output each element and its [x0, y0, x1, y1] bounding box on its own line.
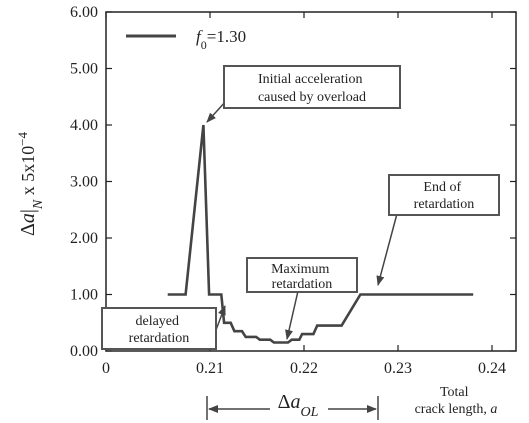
dimension-label: ΔaOL: [278, 391, 319, 420]
annotation-box: [388, 174, 500, 216]
annotation-arrow: [376, 209, 399, 286]
annotation-box: [223, 65, 401, 109]
annotation-arrow: [206, 100, 227, 123]
y-tick-label: 1.00: [70, 287, 98, 304]
y-tick-label: 0.00: [70, 343, 98, 360]
annotation-arrow: [285, 290, 299, 340]
x-tick-label: 0.23: [384, 360, 412, 377]
annotation-text: End of retardation: [414, 180, 475, 212]
svg-text:Δa|N x 5x10−4: Δa|N x 5x10−4: [15, 131, 46, 236]
legend-label: f0=1.30: [196, 27, 246, 52]
y-tick-label: 5.00: [70, 61, 98, 78]
annotation-text: Maximum retardation: [271, 262, 333, 292]
overload-zone-dimension: ΔaOL: [206, 391, 379, 420]
annotation-box: [101, 307, 217, 350]
annotation-text: Initial acceleration caused by overload: [258, 72, 366, 105]
x-axis-title: Total crack length, a: [415, 385, 498, 417]
annotation-initial-acceleration: Initial acceleration caused by overload: [206, 65, 401, 123]
x-tick-label: 0.24: [478, 360, 506, 377]
ticks-layer: 0.00 1.00 2.00 3.00 4.00 5.00 6.00 0 0.21 0.22 0.2…: [70, 4, 516, 377]
series-line: [167, 124, 474, 344]
series-layer: [167, 124, 474, 344]
y-tick-label: 4.00: [70, 117, 98, 134]
y-axis-title: Δa|N x 5x10−4: [15, 131, 46, 236]
annotation-box: [246, 257, 358, 293]
annotation-text: delayed retardation: [129, 314, 190, 346]
svg-text:Total crack length, a: Total crack length, a: [415, 385, 498, 417]
x-tick-label: 0.21: [196, 360, 224, 377]
x-tick-label: 0: [102, 360, 110, 377]
annotation-delayed-retardation: delayed retardation: [101, 305, 226, 350]
dimension-label-bg: [270, 394, 328, 416]
x-tick-label: 0.22: [290, 360, 318, 377]
y-tick-label: 3.00: [70, 174, 98, 191]
y-tick-label: 6.00: [70, 4, 98, 21]
annotation-end-of-retardation: End of retardation: [376, 174, 500, 286]
annotation-maximum-retardation: Maximum retardation: [246, 257, 358, 340]
legend: f0=1.30: [126, 27, 246, 52]
annotation-arrow: [215, 305, 226, 331]
y-tick-label: 2.00: [70, 230, 98, 247]
